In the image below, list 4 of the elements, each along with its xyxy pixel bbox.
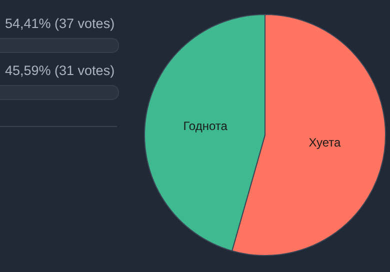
slice-label: Годнота <box>183 118 228 133</box>
text: 54,41% (37 votes) <box>5 16 115 31</box>
text: 45,59% (31 votes) <box>5 63 115 78</box>
slice-label: Хуета <box>308 136 341 150</box>
